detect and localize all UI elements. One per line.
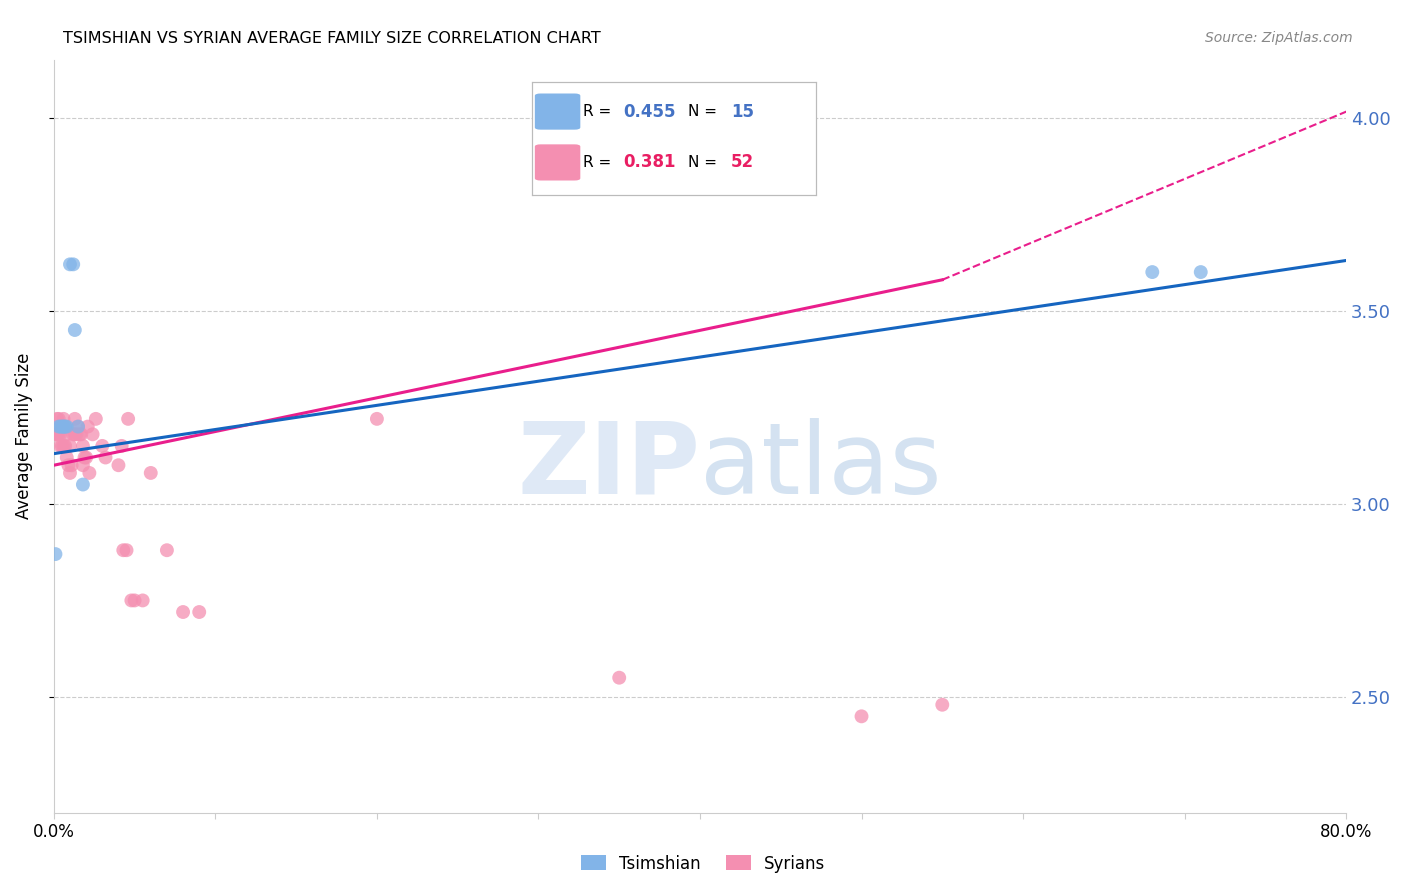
Point xyxy=(63,412,86,426)
Point xyxy=(851,709,873,723)
Point xyxy=(1142,265,1164,279)
Point xyxy=(55,450,77,465)
Point xyxy=(107,458,129,473)
Point xyxy=(172,605,194,619)
Text: ZIP: ZIP xyxy=(517,417,700,515)
Point xyxy=(48,419,70,434)
Legend: Tsimshian, Syrians: Tsimshian, Syrians xyxy=(574,848,832,880)
Point xyxy=(76,419,98,434)
Point xyxy=(73,450,96,465)
Point xyxy=(63,323,86,337)
Point xyxy=(188,605,211,619)
Point xyxy=(60,458,83,473)
Point xyxy=(115,543,138,558)
Point xyxy=(91,439,114,453)
Point xyxy=(117,412,139,426)
Point xyxy=(52,412,75,426)
Point xyxy=(63,427,86,442)
Point xyxy=(53,439,76,453)
Point xyxy=(51,439,73,453)
Point xyxy=(67,419,90,434)
Point xyxy=(1189,265,1212,279)
Point xyxy=(112,543,135,558)
Point xyxy=(70,427,93,442)
Point xyxy=(366,412,388,426)
Point xyxy=(44,547,66,561)
Point xyxy=(131,593,153,607)
Point xyxy=(59,439,82,453)
Point xyxy=(72,477,94,491)
Point xyxy=(44,427,66,442)
Point xyxy=(46,427,69,442)
Point xyxy=(69,427,91,442)
Point xyxy=(67,419,90,434)
Point xyxy=(55,419,77,434)
Point xyxy=(52,419,75,434)
Point xyxy=(55,427,77,442)
Point xyxy=(94,450,117,465)
Point xyxy=(72,439,94,453)
Point xyxy=(52,439,75,453)
Point xyxy=(79,466,101,480)
Point xyxy=(49,427,72,442)
Point xyxy=(59,466,82,480)
Point xyxy=(65,427,87,442)
Point xyxy=(931,698,953,712)
Point xyxy=(120,593,142,607)
Point xyxy=(59,257,82,271)
Point xyxy=(46,412,69,426)
Text: atlas: atlas xyxy=(700,417,942,515)
Point xyxy=(156,543,179,558)
Point xyxy=(48,412,70,426)
Point xyxy=(75,450,97,465)
Point xyxy=(52,419,75,434)
Point xyxy=(49,439,72,453)
Point xyxy=(84,412,107,426)
Point xyxy=(72,458,94,473)
Point xyxy=(48,427,70,442)
Point xyxy=(49,419,72,434)
Point xyxy=(53,419,76,434)
Point xyxy=(124,593,146,607)
Point xyxy=(111,439,134,453)
Point xyxy=(139,466,162,480)
Point xyxy=(51,419,73,434)
Point xyxy=(58,458,80,473)
Point xyxy=(53,419,76,434)
Text: Source: ZipAtlas.com: Source: ZipAtlas.com xyxy=(1205,31,1353,45)
Point xyxy=(82,427,104,442)
Y-axis label: Average Family Size: Average Family Size xyxy=(15,353,32,519)
Point xyxy=(607,671,630,685)
Point xyxy=(62,257,84,271)
Point xyxy=(62,427,84,442)
Point xyxy=(51,419,73,434)
Text: TSIMSHIAN VS SYRIAN AVERAGE FAMILY SIZE CORRELATION CHART: TSIMSHIAN VS SYRIAN AVERAGE FAMILY SIZE … xyxy=(63,31,600,46)
